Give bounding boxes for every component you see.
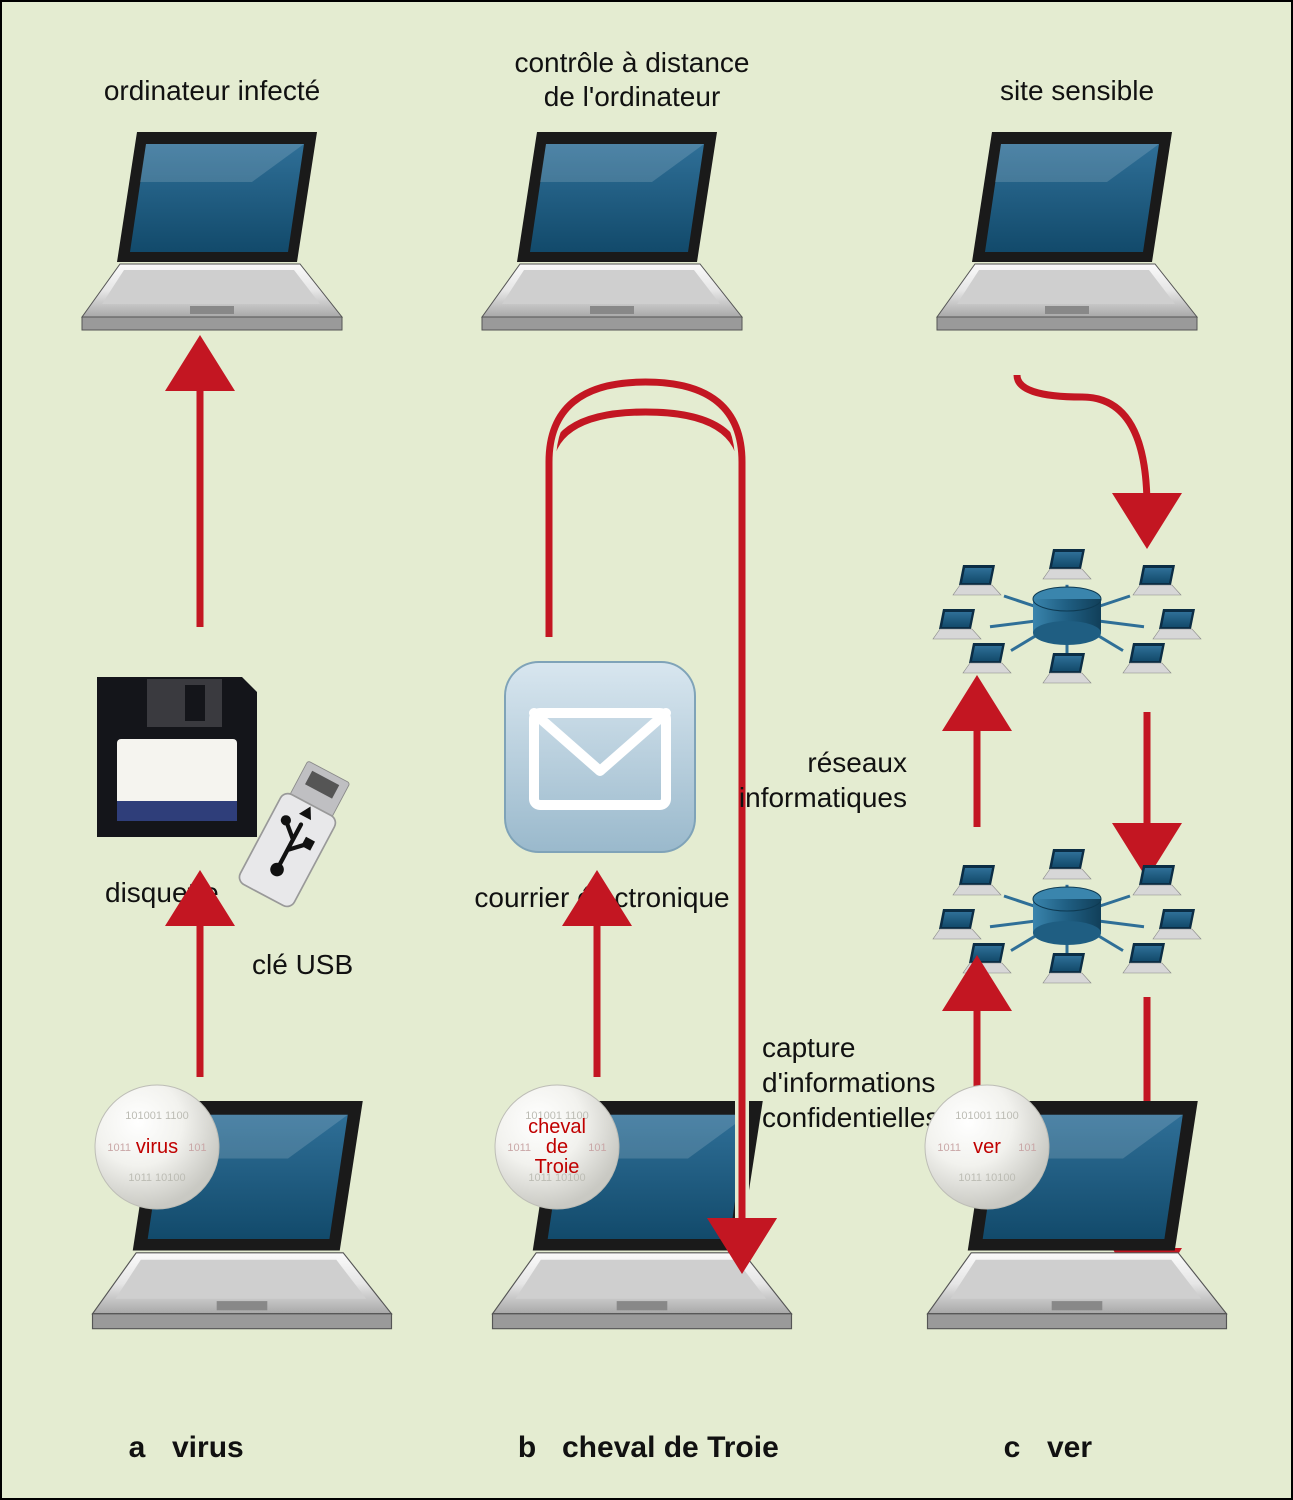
svg-text:confidentielles: confidentielles	[762, 1102, 939, 1133]
svg-text:101: 101	[588, 1142, 606, 1154]
svg-text:101001 1100: 101001 1100	[125, 1110, 188, 1122]
svg-text:1011 10100: 1011 10100	[128, 1172, 185, 1184]
svg-text:a: a	[129, 1431, 146, 1464]
malware-sphere: 101001 1100 1011 10100 1011 101 ver	[925, 1085, 1049, 1209]
svg-text:virus: virus	[136, 1136, 178, 1158]
svg-text:1011: 1011	[107, 1142, 131, 1154]
malware-sphere: 101001 11001011 101001011101chevaldeTroi…	[495, 1085, 619, 1209]
svg-text:1011: 1011	[937, 1142, 961, 1154]
email-icon	[505, 662, 695, 852]
svg-text:ordinateur infecté: ordinateur infecté	[104, 75, 320, 106]
diagram-frame: ordinateur infecté disquette clé USB 101001…	[0, 0, 1293, 1500]
svg-text:clé USB: clé USB	[252, 949, 353, 980]
svg-text:d'informations: d'informations	[762, 1067, 935, 1098]
svg-text:virus: virus	[172, 1431, 244, 1464]
svg-text:courrier électronique: courrier électronique	[474, 882, 729, 913]
svg-text:disquette: disquette	[105, 877, 219, 908]
svg-text:cheval de Troie: cheval de Troie	[562, 1431, 779, 1464]
laptop-icon	[482, 132, 742, 330]
svg-text:1011 10100: 1011 10100	[958, 1172, 1015, 1184]
svg-text:b: b	[518, 1431, 536, 1464]
svg-text:cheval: cheval	[528, 1116, 586, 1138]
svg-text:de: de	[546, 1136, 568, 1158]
svg-text:101: 101	[188, 1142, 206, 1154]
svg-text:site sensible: site sensible	[1000, 75, 1154, 106]
svg-text:1011: 1011	[507, 1142, 531, 1154]
laptop-icon	[937, 132, 1197, 330]
floppy-icon	[97, 677, 257, 837]
svg-text:ver: ver	[1047, 1431, 1092, 1464]
svg-text:informatiques: informatiques	[739, 782, 907, 813]
svg-text:ver: ver	[973, 1136, 1001, 1158]
diagram-svg: ordinateur infecté disquette clé USB 101001…	[2, 2, 1293, 1500]
network-cluster-icon	[933, 549, 1201, 683]
svg-text:101001 1100: 101001 1100	[955, 1110, 1018, 1122]
svg-text:contrôle à distance: contrôle à distance	[514, 47, 749, 78]
svg-text:101: 101	[1018, 1142, 1036, 1154]
svg-text:Troie: Troie	[535, 1156, 580, 1178]
svg-text:capture: capture	[762, 1032, 855, 1063]
network-cluster-icon	[933, 849, 1201, 983]
laptop-icon	[82, 132, 342, 330]
svg-text:c: c	[1004, 1431, 1021, 1464]
svg-text:réseaux: réseaux	[807, 747, 907, 778]
malware-sphere: 101001 1100 1011 10100 1011 101 virus	[95, 1085, 219, 1209]
svg-text:de l'ordinateur: de l'ordinateur	[544, 81, 721, 112]
